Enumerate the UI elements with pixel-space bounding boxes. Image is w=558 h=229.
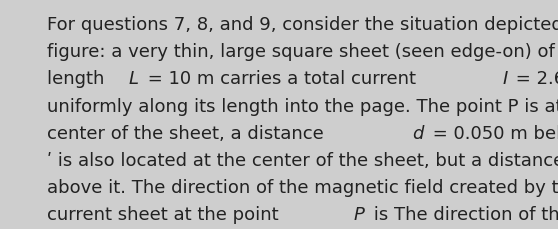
- Text: above it. The direction of the magnetic field created by the: above it. The direction of the magnetic …: [47, 178, 558, 196]
- Text: ʹ is also located at the center of the sheet, but a distance: ʹ is also located at the center of the s…: [47, 151, 558, 169]
- Text: d: d: [412, 124, 424, 142]
- Text: uniformly along its length into the page. The point P is at the: uniformly along its length into the page…: [47, 97, 558, 115]
- Text: For questions 7, 8, and 9, consider the situation depicted in the: For questions 7, 8, and 9, consider the …: [47, 16, 558, 34]
- Text: I: I: [503, 70, 508, 88]
- Text: figure: a very thin, large square sheet (seen edge-on) of side: figure: a very thin, large square sheet …: [47, 43, 558, 61]
- Text: is The direction of the magnetic field: is The direction of the magnetic field: [368, 205, 558, 223]
- Text: L: L: [129, 70, 139, 88]
- Text: P: P: [354, 205, 364, 223]
- Text: current sheet at the point: current sheet at the point: [47, 205, 285, 223]
- Text: = 2.6 A distributed: = 2.6 A distributed: [509, 70, 558, 88]
- Text: length: length: [47, 70, 110, 88]
- Text: = 0.050 m below it. The point: = 0.050 m below it. The point: [427, 124, 558, 142]
- Text: center of the sheet, a distance: center of the sheet, a distance: [47, 124, 330, 142]
- Text: = 10 m carries a total current: = 10 m carries a total current: [142, 70, 421, 88]
